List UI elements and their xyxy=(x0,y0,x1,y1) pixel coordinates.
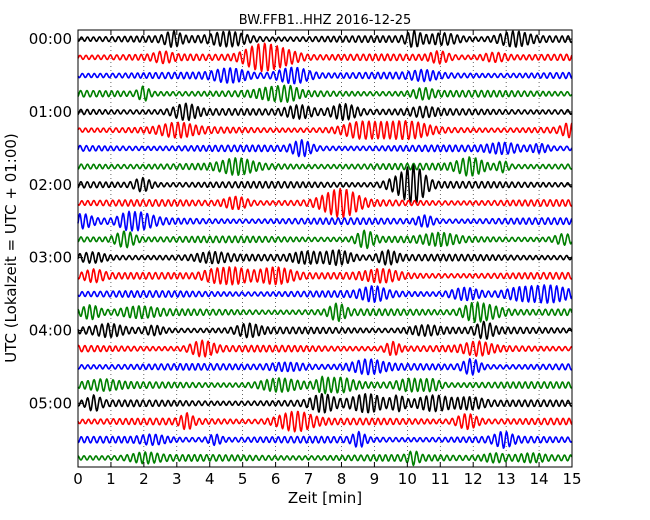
x-tick-label: 10 xyxy=(398,470,417,488)
x-tick-label: 0 xyxy=(73,470,83,488)
trace-line xyxy=(77,120,573,141)
plot-frame xyxy=(77,29,573,468)
trace-line xyxy=(77,187,573,218)
x-tick-label: 9 xyxy=(370,470,380,488)
trace-line xyxy=(77,249,573,267)
trace-line xyxy=(77,164,573,205)
x-tick-label: 14 xyxy=(530,470,549,488)
trace-line xyxy=(77,430,573,449)
trace-line xyxy=(77,301,573,324)
trace-line xyxy=(77,266,573,286)
x-tick-label: 8 xyxy=(337,470,347,488)
trace-line xyxy=(77,66,573,85)
trace-line xyxy=(77,156,573,177)
y-tick-label: 02:00 xyxy=(29,176,72,194)
trace-line xyxy=(77,42,573,73)
x-tick-label: 15 xyxy=(562,470,581,488)
x-tick-label: 6 xyxy=(271,470,281,488)
x-tick-label: 4 xyxy=(205,470,215,488)
x-tick-label: 1 xyxy=(106,470,116,488)
trace-line xyxy=(77,102,573,122)
trace-group xyxy=(77,30,573,467)
x-tick-label: 2 xyxy=(139,470,149,488)
y-tick-label: 00:00 xyxy=(29,30,72,48)
trace-line xyxy=(77,84,573,103)
chart-title: BW.FFB1..HHZ 2016-12-25 xyxy=(239,13,412,28)
y-tick-label: 04:00 xyxy=(29,321,72,339)
x-tick-label: 11 xyxy=(431,470,450,488)
trace-line xyxy=(77,357,573,376)
y-tick-label: 05:00 xyxy=(29,394,72,412)
trace-line xyxy=(77,229,573,250)
trace-line xyxy=(77,410,573,433)
x-tick-label: 13 xyxy=(497,470,516,488)
x-axis-ticks: 0 1 2 3 4 5 6 7 8 9 10 11 12 13 14 15 xyxy=(73,30,582,488)
trace-line xyxy=(77,284,573,304)
x-tick-label: 7 xyxy=(304,470,314,488)
y-axis-ticks: 00:00 01:00 02:00 03:00 04:00 05:00 xyxy=(29,30,572,412)
y-axis-label: UTC (Lokalzeit = UTC + 01:00) xyxy=(2,133,20,363)
trace-line xyxy=(77,30,573,48)
trace-line xyxy=(77,393,573,414)
x-tick-label: 3 xyxy=(172,470,182,488)
x-axis-label: Zeit [min] xyxy=(288,489,362,507)
trace-line xyxy=(77,339,572,358)
x-tick-label: 12 xyxy=(464,470,483,488)
y-tick-label: 03:00 xyxy=(29,249,72,267)
y-tick-label: 01:00 xyxy=(29,103,72,121)
x-tick-label: 5 xyxy=(238,470,248,488)
trace-line xyxy=(77,139,573,158)
trace-line xyxy=(77,210,573,232)
trace-line xyxy=(77,320,573,340)
grid-lines xyxy=(110,30,540,467)
trace-line xyxy=(77,375,572,395)
trace-line xyxy=(77,450,573,467)
